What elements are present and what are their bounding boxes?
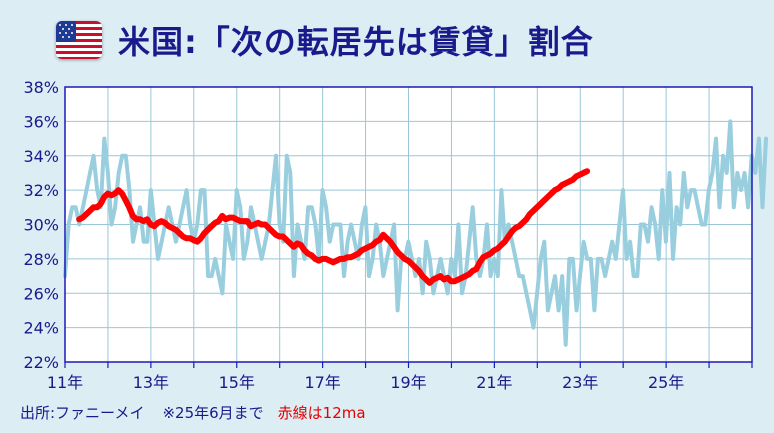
series-layer	[63, 119, 768, 347]
x-axis: 11年 13年 15年 17年 19年 21年 23年 25年	[47, 362, 753, 392]
x-tick-label: 19年	[390, 373, 426, 392]
x-tick-label: 15年	[219, 373, 255, 392]
y-tick-label: 34%	[23, 147, 59, 166]
y-tick-label: 26%	[23, 284, 59, 303]
y-tick-label: 28%	[23, 250, 59, 269]
x-tick-label: 23年	[562, 373, 598, 392]
moving-average-line	[76, 168, 591, 286]
ma-note: 赤線は12ma	[277, 404, 366, 422]
raw-series-line	[63, 119, 768, 347]
period-note: ※25年6月まで	[162, 404, 264, 422]
y-tick-label: 36%	[23, 112, 59, 131]
title-row: 米国:「次の転居先は賃貸」割合	[56, 14, 594, 66]
footer: 出所:ファニーメイ ※25年6月まで 赤線は12ma	[20, 402, 366, 423]
x-tick-label: 11年	[47, 373, 83, 392]
y-tick-label: 32%	[23, 181, 59, 200]
x-tick-label: 13年	[133, 373, 169, 392]
chart-title: 米国:「次の転居先は賃貸」割合	[118, 23, 594, 61]
y-tick-label: 38%	[23, 78, 59, 97]
y-tick-label: 30%	[23, 216, 59, 235]
source-note: 出所:ファニーメイ	[20, 404, 145, 422]
x-tick-label: 21年	[476, 373, 512, 392]
y-axis: 22% 24% 26% 28% 30% 32% 34% 36% 38%	[23, 78, 59, 372]
grid	[65, 87, 752, 362]
x-tick-label: 17年	[304, 373, 340, 392]
y-tick-label: 24%	[23, 319, 59, 338]
us-flag-icon	[56, 21, 102, 59]
y-tick-label: 22%	[23, 353, 59, 372]
x-tick-label: 25年	[648, 373, 684, 392]
